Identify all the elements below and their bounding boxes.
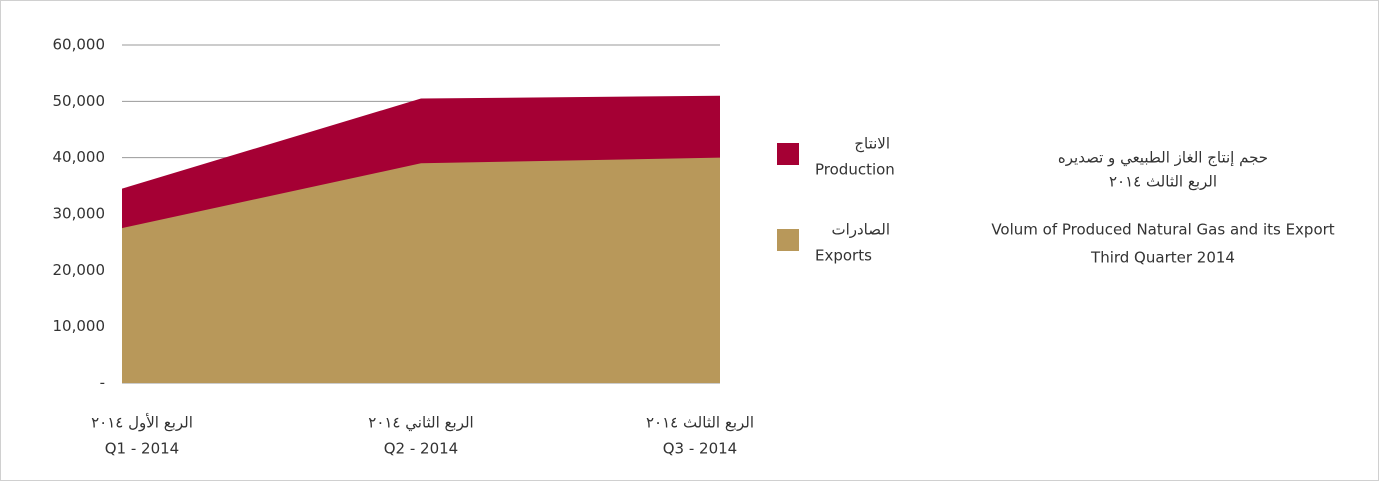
chart-title: الربع الثالث ٢٠١٤ [1109, 173, 1217, 191]
x-tick-label: الربع الأول ٢٠١٤ [91, 413, 193, 432]
y-tick-label: 30,000 [53, 205, 106, 223]
y-tick-label: 20,000 [53, 261, 106, 279]
y-tick-label: - [100, 374, 105, 392]
legend-label: Production [815, 161, 895, 179]
x-tick-label: الربع الثالث ٢٠١٤ [646, 414, 754, 432]
y-tick-label: 50,000 [53, 92, 106, 110]
chart-title: حجم إنتاج الغاز الطبيعي و تصديره [1058, 149, 1268, 168]
chart-title: Volum of Produced Natural Gas and its Ex… [991, 221, 1334, 239]
x-tick-label: Q2 - 2014 [384, 440, 458, 458]
legend-label: الصادرات [831, 221, 890, 239]
chart-title: Third Quarter 2014 [1090, 249, 1235, 267]
legend-swatch [777, 229, 799, 251]
x-tick-label: الربع الثاني ٢٠١٤ [368, 414, 473, 433]
x-tick-label: Q1 - 2014 [105, 440, 179, 458]
legend-label: Exports [815, 247, 872, 265]
y-tick-label: 40,000 [53, 148, 106, 166]
y-tick-label: 10,000 [53, 317, 106, 335]
y-tick-label: 60,000 [53, 36, 106, 54]
x-tick-label: Q3 - 2014 [663, 440, 737, 458]
legend-label: الانتاج [854, 135, 890, 154]
area [122, 157, 720, 383]
legend-swatch [777, 143, 799, 165]
